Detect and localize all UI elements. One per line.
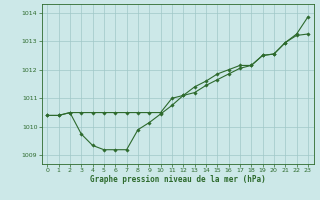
- X-axis label: Graphe pression niveau de la mer (hPa): Graphe pression niveau de la mer (hPa): [90, 175, 266, 184]
